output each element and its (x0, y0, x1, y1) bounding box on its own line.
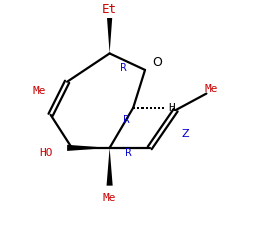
Text: Z: Z (181, 129, 189, 139)
Text: R: R (120, 63, 127, 73)
Text: H: H (169, 103, 175, 113)
Text: Me: Me (103, 193, 116, 203)
Polygon shape (67, 145, 110, 151)
Text: O: O (152, 56, 162, 69)
Text: R: R (125, 148, 132, 158)
Text: Me: Me (204, 84, 218, 94)
Text: R: R (123, 114, 130, 124)
Text: Et: Et (102, 3, 117, 16)
Text: HO: HO (39, 148, 53, 158)
Polygon shape (107, 18, 112, 53)
Polygon shape (107, 148, 113, 186)
Text: Me: Me (32, 86, 45, 96)
